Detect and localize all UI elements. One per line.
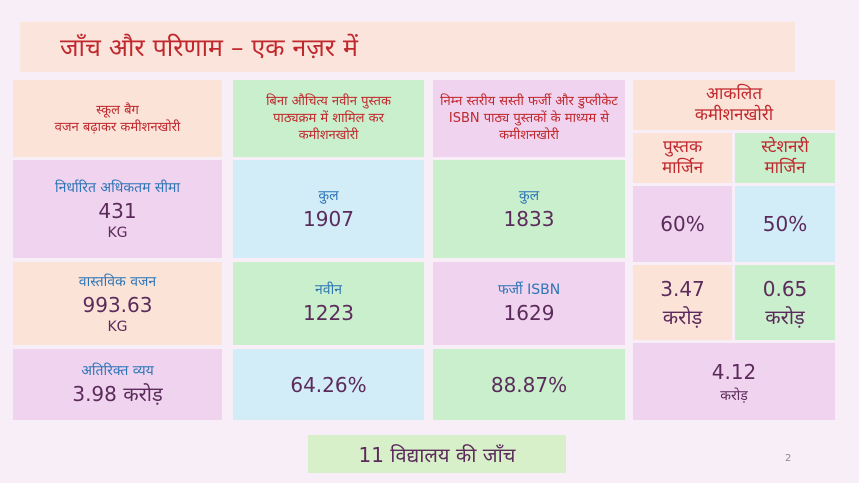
amount-value: 3.47 (660, 276, 705, 301)
new-pct-cell: 64.26% (233, 349, 424, 420)
new-value: 1223 (303, 301, 354, 325)
slide-title: जाँच और परिणाम – एक नज़र में (20, 22, 795, 72)
fake-pct-value: 88.87% (490, 372, 568, 397)
max-limit-unit: KG (107, 224, 128, 241)
new-pct-value: 64.26% (290, 372, 367, 397)
fake-isbn-header: निम्न स्तरीय सस्ती फर्जी और डुप्लीकेट IS… (433, 80, 625, 157)
total-unit: करोड़ (720, 388, 748, 404)
actual-weight-unit: KG (107, 319, 128, 335)
amount-unit: करोड़ (662, 304, 703, 329)
total-value: 4.12 (711, 360, 757, 384)
new-books-cell: नवीन 1223 (233, 262, 424, 345)
extra-cost-value: 3.98 करोड़ (72, 382, 163, 406)
new-label: नवीन (315, 282, 342, 298)
fake-pct-cell: 88.87% (433, 349, 625, 420)
total-label: कुल (518, 187, 540, 204)
footer-label: 11 विद्यालय की जाँच (308, 435, 566, 473)
book-margin-pct: 60% (633, 186, 732, 262)
commission-header: आकलित कमीशनखोरी (633, 80, 835, 130)
total-cell: कुल 1833 (433, 160, 625, 258)
stationery-margin-header: स्टेशनरी मार्जिन (735, 133, 835, 183)
total-label: कुल (318, 187, 339, 204)
total-value: 1907 (303, 206, 354, 231)
header-line: आकलित (705, 84, 763, 104)
amount-unit: करोड़ (765, 304, 805, 329)
stationery-margin-amount: 0.65 करोड़ (735, 265, 835, 340)
actual-weight-label: वास्तविक वजन (78, 274, 157, 290)
total-commission: 4.12 करोड़ (633, 343, 835, 420)
fake-isbn-cell: फर्जी ISBN 1629 (433, 262, 625, 345)
book-margin-header: पुस्तक मार्जिन (633, 133, 732, 183)
stationery-margin-pct: 50% (735, 186, 835, 262)
school-bag-header: स्कूल बैग वजन बढ़ाकर कमीशनखोरी (13, 80, 222, 157)
amount-value: 0.65 (762, 276, 808, 301)
max-limit-label: निर्धारित अधिकतम सीमा (55, 179, 180, 196)
new-books-header: बिना औचित्य नवीन पुस्तक पाठ्यक्रम में शा… (233, 80, 424, 157)
page-number: 2 (785, 453, 792, 464)
total-value: 1833 (503, 206, 555, 231)
fake-isbn-value: 1629 (503, 301, 555, 325)
extra-cost-label: अतिरिक्त व्यय (81, 363, 154, 379)
fake-isbn-label: फर्जी ISBN (497, 282, 561, 298)
book-margin-amount: 3.47 करोड़ (633, 265, 732, 340)
total-books-cell: कुल 1907 (233, 160, 424, 258)
actual-weight-cell: वास्तविक वजन 993.63 KG (13, 262, 222, 345)
actual-weight-value: 993.63 (82, 293, 153, 317)
extra-cost-cell: अतिरिक्त व्यय 3.98 करोड़ (13, 349, 222, 420)
header-line: वजन बढ़ाकर कमीशनखोरी (54, 119, 181, 135)
max-limit-cell: निर्धारित अधिकतम सीमा 431 KG (13, 160, 222, 258)
header-line: कमीशनखोरी (694, 105, 774, 125)
header-line: स्कूल बैग (96, 102, 139, 118)
max-limit-value: 431 (98, 198, 137, 223)
